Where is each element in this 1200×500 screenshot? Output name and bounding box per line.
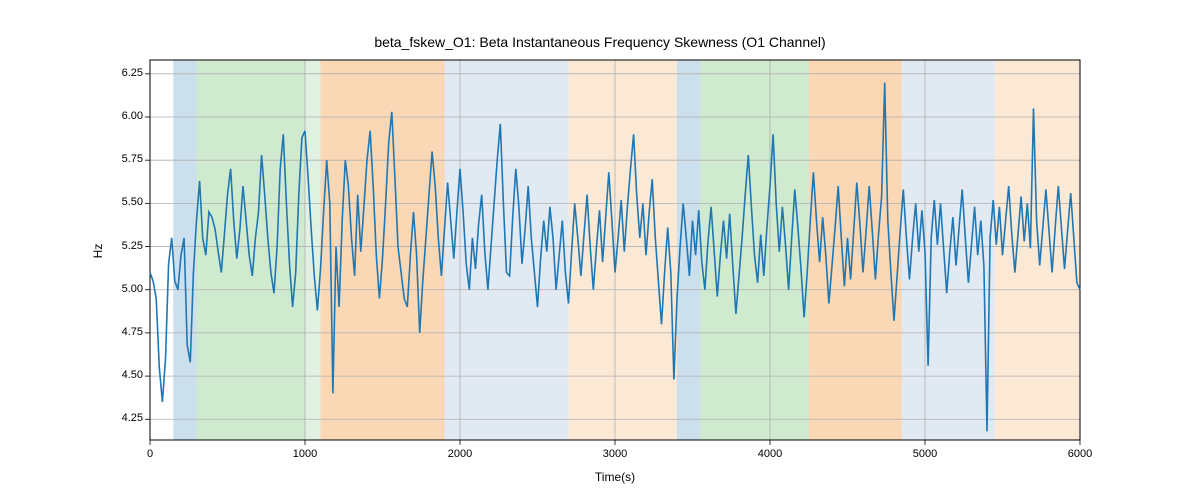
x-tick-label: 1000 bbox=[285, 448, 325, 460]
y-tick-label: 5.75 bbox=[105, 153, 143, 165]
x-tick-label: 2000 bbox=[440, 448, 480, 460]
y-tick-label: 4.75 bbox=[105, 326, 143, 338]
y-tick-label: 4.25 bbox=[105, 412, 143, 424]
x-tick-label: 4000 bbox=[750, 448, 790, 460]
y-tick-label: 6.25 bbox=[105, 67, 143, 79]
plot-svg bbox=[0, 0, 1200, 500]
x-tick-label: 5000 bbox=[905, 448, 945, 460]
y-tick-label: 5.25 bbox=[105, 240, 143, 252]
figure: beta_fskew_O1: Beta Instantaneous Freque… bbox=[0, 0, 1200, 500]
y-tick-label: 6.00 bbox=[105, 110, 143, 122]
y-tick-label: 4.50 bbox=[105, 369, 143, 381]
x-tick-label: 6000 bbox=[1060, 448, 1100, 460]
y-tick-label: 5.00 bbox=[105, 283, 143, 295]
y-tick-label: 5.50 bbox=[105, 196, 143, 208]
x-tick-label: 3000 bbox=[595, 448, 635, 460]
x-tick-label: 0 bbox=[130, 448, 170, 460]
